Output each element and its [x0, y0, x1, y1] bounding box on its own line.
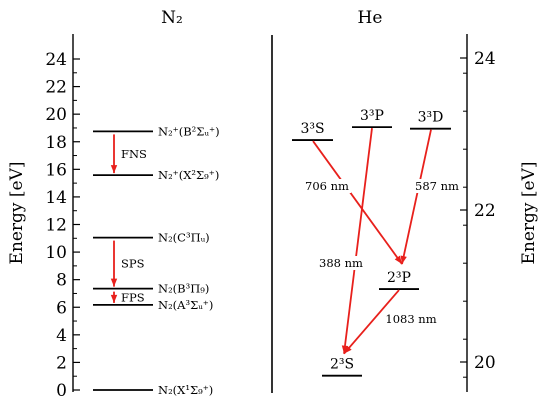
- right-axis-title: Energy [eV]: [519, 161, 539, 264]
- left-tick-label: 22: [45, 78, 67, 98]
- he-transition-arrow: [312, 140, 403, 265]
- left-tick-label: 18: [45, 133, 67, 153]
- left-tick-label: 0: [56, 381, 67, 401]
- n2-level-label: N₂(B³Π₉): [158, 282, 209, 296]
- he-panel-title: He: [358, 8, 383, 28]
- left-tick-label: 4: [56, 326, 67, 346]
- n2-transition-label: FPS: [121, 290, 145, 304]
- he-level-label: 3³D: [418, 110, 444, 126]
- right-tick-label: 24: [474, 49, 496, 69]
- n2-transition-label: FNS: [121, 147, 147, 161]
- n2-level-label: N₂(X¹Σ₉⁺): [158, 383, 213, 397]
- he-level-label: 3³S: [300, 121, 324, 137]
- he-transition-label: 1083 nm: [385, 312, 436, 326]
- he-levels: 3³S 3³P 3³D 2³P 2³S 706 nm 587 nm 388 nm 1083 nm: [292, 108, 462, 377]
- right-energy-axis: 20 22 24: [460, 34, 496, 392]
- n2-levels: N₂⁺(B²Σᵤ⁺) N₂⁺(X²Σ₉⁺) N₂(C³Πᵤ) N₂(B³Π₉) N₂(A…: [93, 124, 220, 397]
- n2-level-label: N₂(C³Πᵤ): [158, 231, 210, 245]
- he-transition-arrow: [401, 129, 432, 265]
- he-transition-arrow: [343, 289, 400, 355]
- n2-level-label: N₂(A³Σᵤ⁺): [158, 298, 213, 312]
- n2-panel-title: N₂: [161, 8, 183, 28]
- he-transition-label: 388 nm: [319, 256, 363, 270]
- he-transition-label: 706 nm: [305, 179, 349, 193]
- left-tick-label: 2: [56, 353, 67, 373]
- he-level-label: 2³P: [387, 270, 411, 286]
- he-transition-arrow-head: [400, 255, 407, 265]
- he-level-label: 3³P: [360, 108, 384, 124]
- right-tick-label: 22: [474, 201, 496, 221]
- left-tick-label: 8: [56, 271, 67, 291]
- n2-transition-arrow-head: [110, 294, 118, 303]
- right-tick-label: 20: [474, 353, 496, 373]
- he-transition-label: 587 nm: [415, 179, 459, 193]
- he-transition-label-bg: [317, 256, 366, 270]
- he-level-label: 2³S: [330, 357, 354, 373]
- left-tick-label: 14: [45, 188, 67, 208]
- left-tick-label: 24: [45, 50, 67, 70]
- left-tick-label: 6: [56, 298, 67, 318]
- left-tick-label: 20: [45, 105, 67, 125]
- he-transition-label-bg: [383, 312, 439, 326]
- he-transition-arrow-head: [344, 345, 352, 354]
- left-tick-label: 16: [45, 160, 67, 180]
- n2-level-label: N₂⁺(X²Σ₉⁺): [158, 168, 219, 182]
- left-tick-label: 12: [45, 216, 67, 236]
- he-transition-arrow-head: [394, 255, 402, 265]
- n2-transition-arrow-head: [110, 165, 118, 174]
- n2-transition-label: SPS: [121, 257, 145, 271]
- n2-level-label: N₂⁺(B²Σᵤ⁺): [158, 124, 220, 138]
- he-transition-arrow: [343, 128, 373, 354]
- he-transition-label-bg: [413, 179, 462, 193]
- n2-transition-arrow-head: [110, 278, 118, 287]
- he-transition-label-bg: [303, 179, 352, 193]
- left-tick-label: 10: [45, 243, 67, 263]
- left-axis-title: Energy [eV]: [7, 161, 27, 264]
